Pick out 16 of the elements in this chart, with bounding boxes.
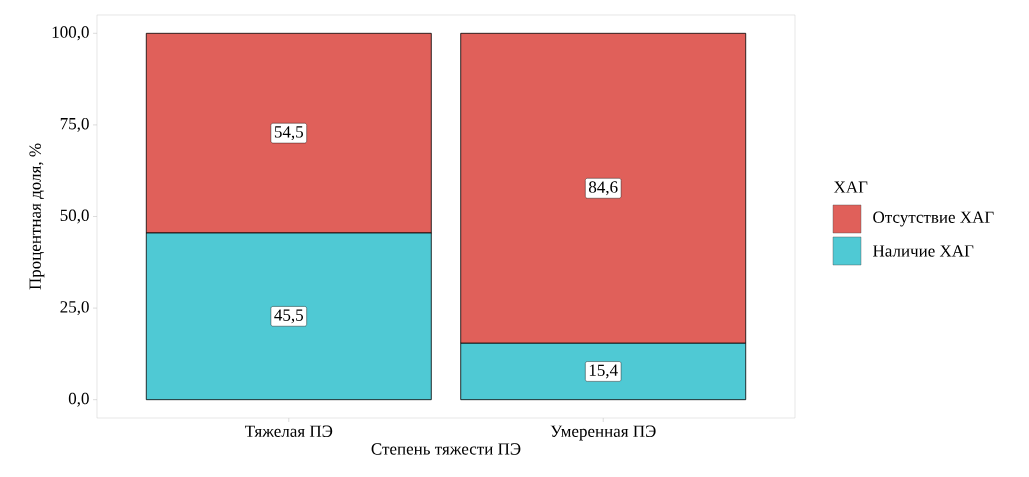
y-tick-label: 100,0 (52, 26, 89, 41)
y-tick-label: 25,0 (60, 301, 89, 316)
y-tick-label: 0,0 (68, 392, 89, 407)
y-tick-label: 75,0 (60, 117, 89, 132)
legend-label: Наличие ХАГ (873, 245, 974, 257)
y-tick-label: 50,0 (60, 209, 89, 224)
legend-title: ХАГ (833, 181, 868, 193)
data-label: 45,5 (274, 309, 304, 324)
data-label: 84,6 (588, 181, 618, 196)
data-label: 54,5 (274, 126, 304, 141)
data-label: 15,4 (589, 364, 618, 379)
y-axis-title: Процентная доля, % (29, 143, 45, 290)
text: Отсутствие ХАГ (873, 211, 994, 227)
x-tick-label: Тяжелая ПЭ (245, 425, 333, 437)
x-axis-title: Степень тяжести ПЭ (371, 443, 521, 455)
x-tick-label: Умеренная ПЭ (550, 425, 656, 441)
